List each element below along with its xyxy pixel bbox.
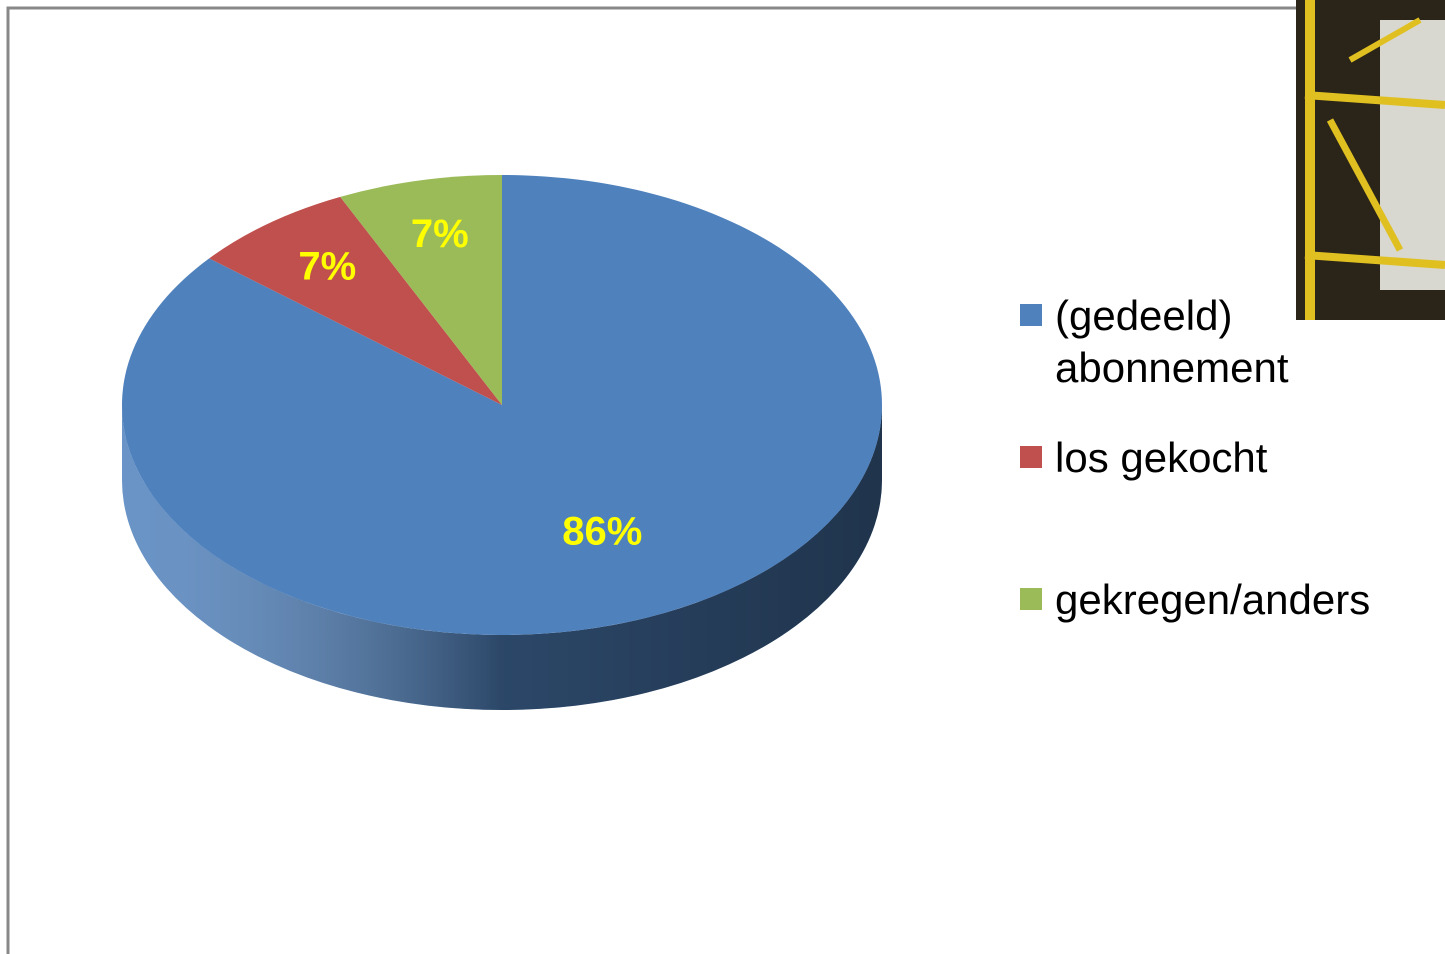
legend-swatch <box>1020 588 1042 610</box>
legend-entry: (gedeeld) abonnement <box>1020 290 1400 432</box>
data-label: 7% <box>411 212 469 256</box>
page: {"chart_data": {"type": "pie", "series":… <box>0 0 1445 954</box>
data-label: 7% <box>298 244 356 288</box>
legend-label: los gekocht <box>1055 434 1267 481</box>
legend-label: gekregen/anders <box>1055 576 1370 623</box>
pie: 86% 7% 7% <box>122 175 882 710</box>
legend-swatch <box>1020 304 1042 326</box>
legend: (gedeeld) abonnement los gekocht gekregen/… <box>1020 290 1400 716</box>
legend-swatch <box>1020 446 1042 468</box>
photo <box>1296 0 1445 320</box>
legend-entry: gekregen/anders <box>1020 574 1400 716</box>
legend-label: (gedeeld) abonnement <box>1055 292 1289 391</box>
legend-entry: los gekocht <box>1020 432 1400 574</box>
data-label: 86% <box>562 510 642 554</box>
